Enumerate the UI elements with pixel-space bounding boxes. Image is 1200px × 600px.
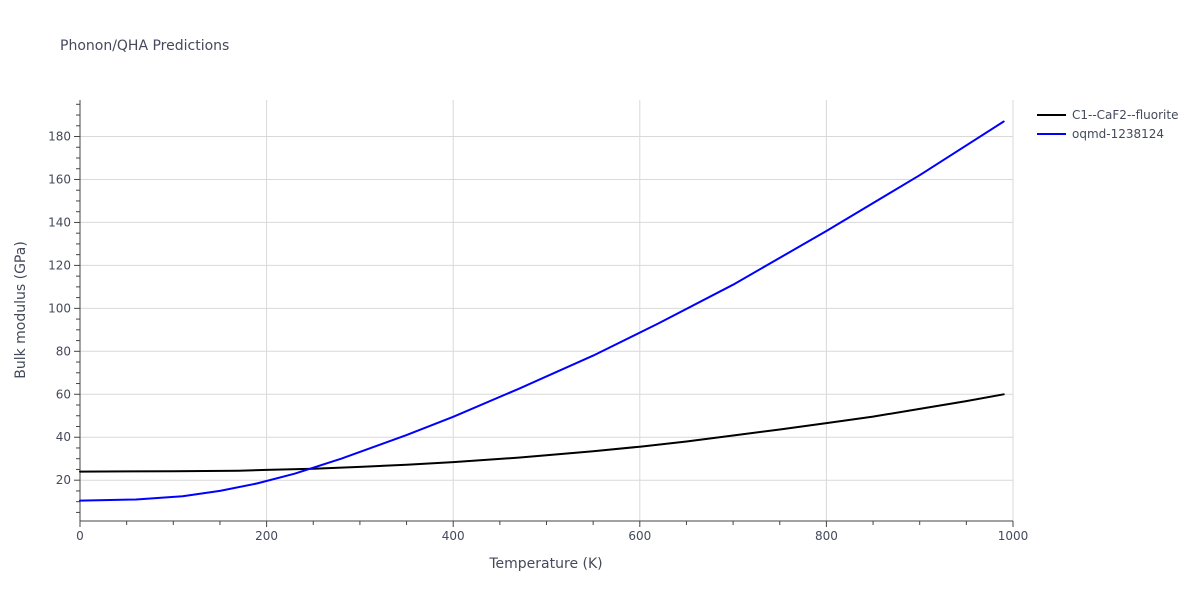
x-tick-label: 0 [76,529,84,543]
y-tick-label: 40 [56,430,71,444]
legend-label-2: oqmd-1238124 [1072,127,1164,141]
y-tick-label: 100 [48,301,71,315]
x-tick-label: 200 [255,529,278,543]
series-line-2 [79,120,1005,502]
tick-labels: 0 200 400 600 800 1000 20 40 60 80 100 120 140 160 180 [48,130,1028,543]
axes [74,100,1014,527]
y-tick-label: 180 [48,130,71,144]
x-tick-label: 1000 [998,529,1029,543]
y-tick-label: 60 [56,387,71,401]
series-layer [79,120,1005,502]
series-line-1 [79,393,1005,473]
y-tick-label: 140 [48,215,71,229]
legend: C1--CaF2--fluorite oqmd-1238124 [1037,108,1178,141]
x-tick-label: 800 [815,529,838,543]
y-tick-label: 80 [56,344,71,358]
x-axis-title: Temperature (K) [488,556,602,572]
y-axis-title: Bulk modulus (GPa) [13,241,29,379]
chart-title: Phonon/QHA Predictions [60,38,229,54]
x-tick-label: 400 [442,529,465,543]
x-tick-label: 600 [628,529,651,543]
grid-lines [80,100,1014,521]
y-tick-label: 20 [56,473,71,487]
y-tick-label: 120 [48,258,71,272]
legend-label-1: C1--CaF2--fluorite [1072,108,1178,122]
y-tick-label: 160 [48,172,71,186]
